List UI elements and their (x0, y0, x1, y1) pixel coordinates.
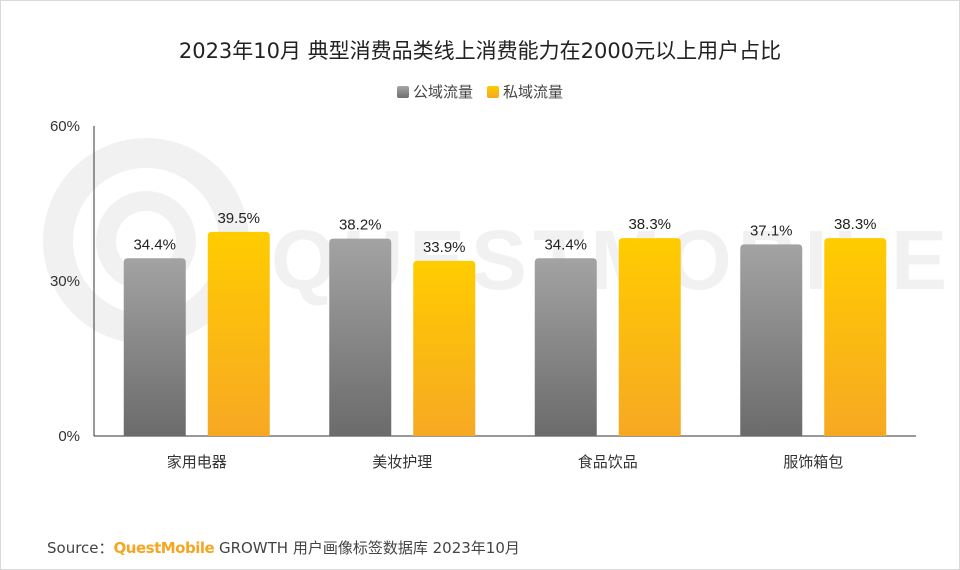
data-label: 34.4% (544, 236, 587, 253)
x-tick-label: 服饰箱包 (783, 453, 843, 471)
legend-swatch-private (487, 85, 499, 98)
bar-private (824, 238, 887, 436)
x-tick-label: 美妆护理 (372, 453, 432, 471)
bar-public (329, 238, 392, 436)
bar-private (413, 260, 476, 436)
watermark: QUESTMOBILE (43, 138, 947, 344)
bar-private (618, 238, 681, 436)
source-text: GROWTH 用户画像标签数据库 2023年10月 (218, 539, 520, 557)
data-label: 38.3% (834, 216, 877, 233)
source-note: Source：QuestMobile GROWTH 用户画像标签数据库 2023… (47, 537, 520, 558)
y-tick-label: 30% (50, 273, 80, 290)
chart-title: 2023年10月 典型消费品类线上消费能力在2000元以上用户占比 (178, 39, 782, 63)
data-label: 39.5% (217, 210, 260, 227)
bar-public (534, 258, 597, 436)
data-label: 37.1% (750, 222, 793, 239)
y-tick-label: 60% (50, 118, 80, 135)
bar-private (207, 231, 270, 436)
legend-swatch-public (396, 85, 409, 98)
bars (123, 231, 887, 436)
data-label: 38.3% (628, 216, 671, 233)
source-brand: QuestMobile (113, 539, 215, 557)
data-label: 34.4% (133, 236, 176, 253)
x-tick-label: 家用电器 (167, 453, 227, 471)
data-labels: 34.4% 39.5% 38.2% 33.9% 34.4% 38.3% 37.1% 38.3% (133, 210, 876, 256)
source-prefix: Source： (47, 539, 114, 557)
axes: 0% 30% 60% 家用电器 美妆护理 食品饮品 服饰箱包 (50, 118, 916, 471)
data-label: 33.9% (423, 239, 466, 256)
bar-public (123, 258, 186, 436)
data-label: 38.2% (339, 217, 382, 234)
legend: 公域流量 私域流量 (1, 81, 959, 102)
legend-item-private: 私域流量 (487, 81, 563, 102)
y-tick-label: 0% (58, 428, 80, 445)
legend-label-public: 公域流量 (412, 83, 473, 101)
legend-item-public: 公域流量 (396, 81, 473, 102)
bar-public (740, 244, 803, 436)
legend-label-private: 私域流量 (503, 83, 564, 101)
x-tick-label: 食品饮品 (578, 453, 638, 471)
